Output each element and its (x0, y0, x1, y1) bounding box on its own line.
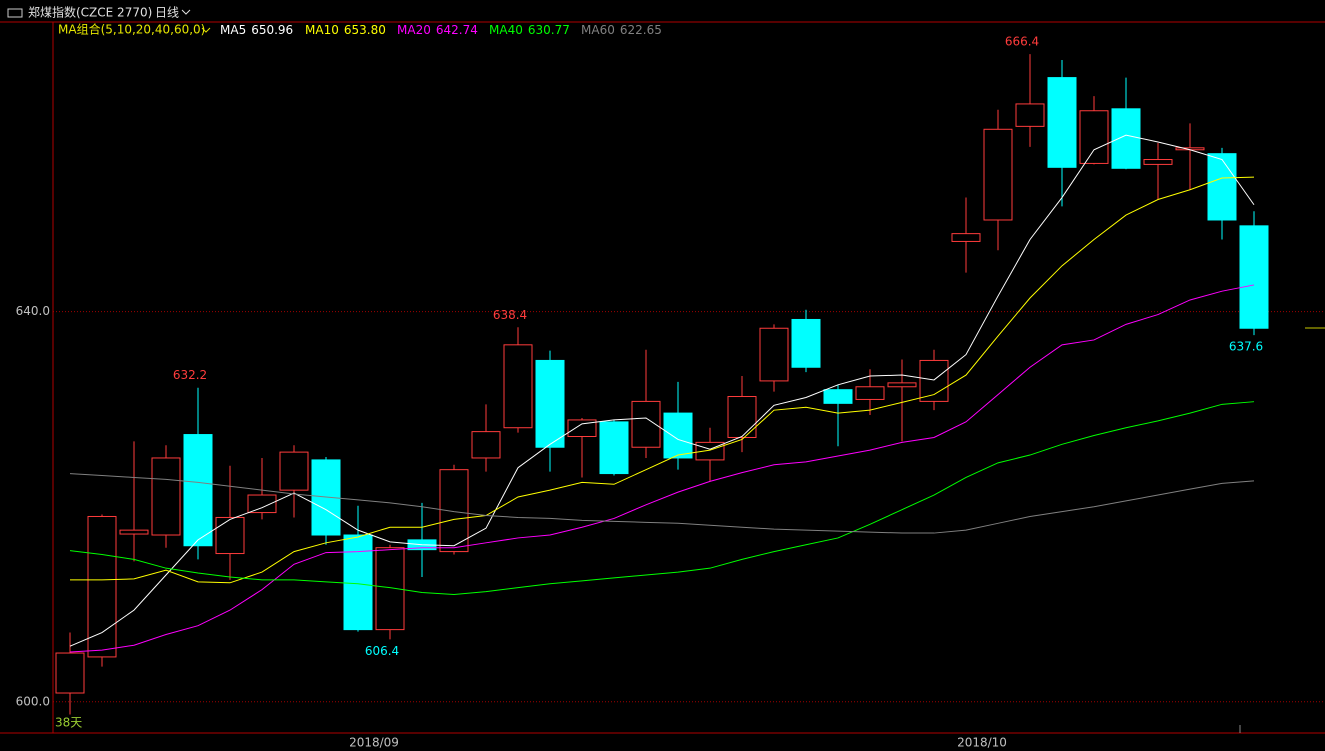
x-tick-label: 2018/09 (349, 736, 399, 750)
candle-body (983, 128, 1013, 221)
legend-name: MA10 (305, 23, 339, 37)
candle-body (343, 534, 373, 631)
period-count: 38天 (55, 716, 82, 730)
ma-line (69, 473, 1255, 534)
candle-body (1079, 110, 1109, 164)
candle-body (1143, 159, 1173, 165)
ma-line (70, 176, 1255, 584)
candle-body (599, 421, 629, 475)
menu-icon[interactable] (7, 8, 23, 18)
candle-body (471, 431, 501, 459)
title: 郑煤指数(CZCE 2770) (28, 5, 152, 20)
candle-body (503, 344, 533, 429)
candle-body (1111, 108, 1141, 169)
legend-value: 653.80 (344, 23, 386, 37)
candle-body (55, 652, 85, 694)
legend-name: MA40 (489, 23, 523, 37)
candle-body (279, 451, 309, 491)
extreme-label: 606.4 (365, 644, 399, 658)
candle-body (535, 359, 565, 448)
extreme-label: 666.4 (1005, 35, 1039, 49)
candle-body (727, 396, 757, 438)
legend-value: 630.77 (528, 23, 570, 37)
candle-body (151, 457, 181, 536)
candle-body (855, 386, 885, 400)
chevron (181, 9, 191, 15)
candle-body (1047, 77, 1077, 168)
ma-line (69, 284, 1255, 653)
legend-entry: MA10 653.80 (305, 23, 386, 37)
candle-body (87, 515, 117, 658)
y-tick-label: 640.0 (16, 304, 50, 318)
candle-body (439, 469, 469, 553)
legend-value: 642.74 (436, 23, 478, 37)
candle-body (119, 529, 149, 535)
candle-body (1239, 225, 1269, 329)
candle-body (375, 547, 405, 631)
candle-body (1015, 103, 1045, 127)
candle-body (183, 434, 213, 547)
legend-value: 622.65 (620, 23, 662, 37)
legend-entry: MA20 642.74 (397, 23, 478, 37)
legend-name: MA60 (581, 23, 615, 37)
candle-body (567, 419, 597, 438)
candle-body (663, 412, 693, 459)
candle-body (823, 389, 853, 404)
extreme-label: 637.6 (1229, 340, 1263, 354)
x-tick-label: 2018/10 (957, 736, 1007, 750)
period-selector[interactable]: 日线 (155, 6, 179, 20)
candle-body (247, 494, 277, 514)
legend-name: MA20 (397, 23, 431, 37)
legend-name: MA5 (220, 23, 246, 37)
legend-entry: MA60 622.65 (581, 23, 662, 37)
y-tick-label: 600.0 (16, 694, 50, 708)
ma-line (69, 401, 1255, 596)
candle-body (759, 327, 789, 382)
candle-body (791, 318, 821, 368)
legend-value: 650.96 (251, 23, 293, 37)
chevron (201, 27, 211, 33)
candle-body (951, 233, 981, 242)
extreme-label: 632.2 (173, 368, 207, 382)
candle-body (887, 382, 917, 388)
candle-body (215, 516, 245, 555)
ma-line (69, 134, 1255, 647)
legend-entry: MA40 630.77 (489, 23, 570, 37)
candle-body (919, 359, 949, 402)
indicator-label[interactable]: MA组合(5,10,20,40,60,0) (58, 22, 205, 37)
legend-entry: MA5 650.96 (220, 23, 293, 37)
candle-body (1207, 153, 1237, 221)
extreme-label: 638.4 (493, 308, 527, 322)
